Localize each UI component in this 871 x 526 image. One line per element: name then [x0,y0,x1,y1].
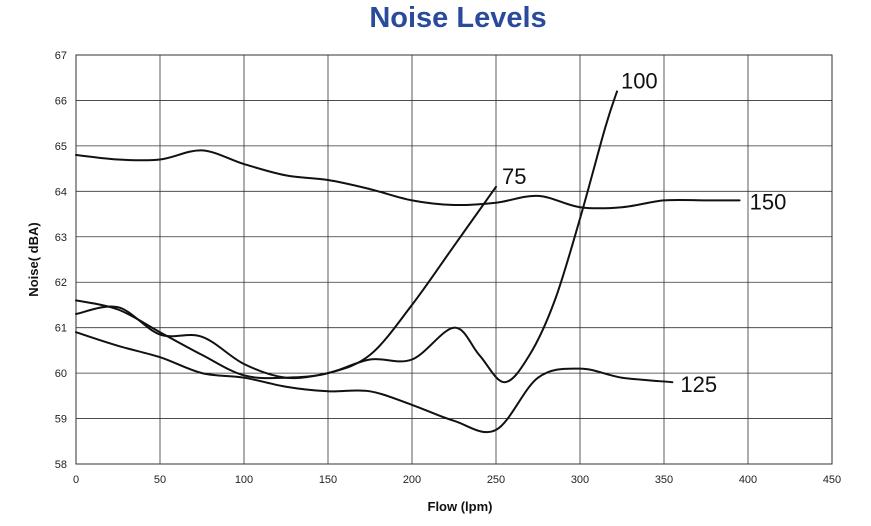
series-line-150 [75,149,741,210]
y-tick-67: 67 [55,50,67,62]
x-tick-0: 0 [73,474,79,486]
y-tick-61: 61 [55,323,67,335]
y-tick-65: 65 [55,141,67,153]
series-labels: 75 100 125 150 [502,68,786,397]
y-tick-labels: 58 59 60 61 62 63 64 65 66 67 [55,50,67,471]
y-tick-64: 64 [55,186,67,198]
series-label-75: 75 [502,164,526,189]
x-tick-300: 300 [571,474,589,486]
y-tick-62: 62 [55,277,67,289]
plot-frame [75,54,833,465]
series-line-100 [75,90,618,384]
series-lines [75,90,741,434]
y-tick-59: 59 [55,414,67,426]
series-label-150: 150 [750,189,787,214]
x-tick-labels: 0 50 100 150 200 250 300 350 400 450 [73,474,841,486]
chart-title: Noise Levels [369,2,547,34]
series-line-125 [75,331,674,434]
y-tick-58: 58 [55,459,67,471]
x-tick-150: 150 [319,474,337,486]
x-tick-450: 450 [823,474,841,486]
series-label-100: 100 [621,68,658,93]
y-axis-label: Noise( dBA) [26,222,41,296]
grid [75,54,833,465]
x-tick-50: 50 [154,474,166,486]
y-tick-60: 60 [55,368,67,380]
x-tick-200: 200 [403,474,421,486]
x-tick-250: 250 [487,474,505,486]
x-axis-label: Flow (lpm) [428,499,493,514]
x-tick-350: 350 [655,474,673,486]
x-tick-100: 100 [235,474,253,486]
series-label-125: 125 [680,372,717,397]
y-tick-66: 66 [55,95,67,107]
x-tick-400: 400 [739,474,757,486]
y-tick-63: 63 [55,232,67,244]
